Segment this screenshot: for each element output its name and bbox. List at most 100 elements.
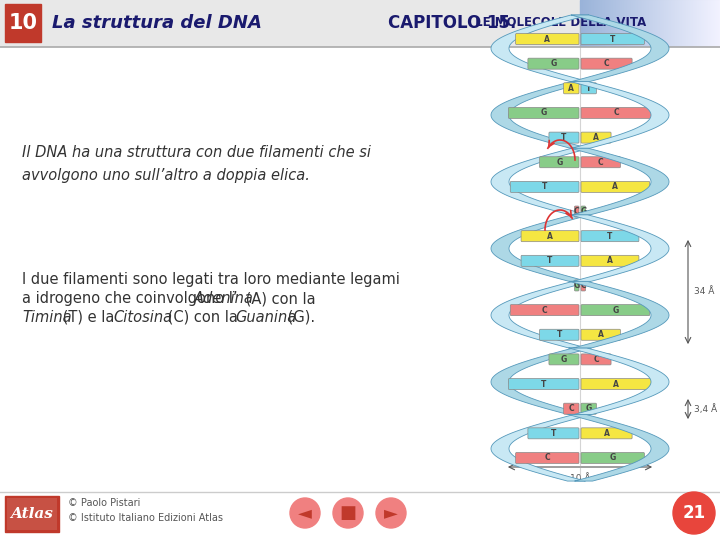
Bar: [637, 0, 638, 46]
Bar: [624, 0, 625, 46]
Text: A: A: [547, 232, 553, 241]
FancyBboxPatch shape: [521, 255, 579, 266]
FancyBboxPatch shape: [581, 305, 649, 315]
Bar: [657, 0, 658, 46]
Bar: [689, 0, 690, 46]
Bar: [621, 0, 622, 46]
Bar: [671, 0, 672, 46]
Bar: [674, 0, 675, 46]
Bar: [608, 0, 609, 46]
Bar: [707, 0, 708, 46]
Bar: [588, 0, 589, 46]
Bar: [691, 0, 692, 46]
Polygon shape: [570, 148, 669, 215]
FancyBboxPatch shape: [528, 428, 579, 439]
Text: LE MOLECOLE DELLA VITA: LE MOLECOLE DELLA VITA: [471, 17, 647, 30]
Text: A: A: [568, 84, 575, 93]
Text: © Paolo Pistari: © Paolo Pistari: [68, 498, 140, 508]
Bar: [586, 0, 587, 46]
Bar: [672, 0, 673, 46]
Bar: [719, 0, 720, 46]
Circle shape: [673, 492, 715, 534]
Bar: [625, 0, 626, 46]
FancyBboxPatch shape: [510, 305, 579, 315]
Polygon shape: [491, 15, 589, 82]
FancyBboxPatch shape: [581, 107, 652, 118]
Text: G: G: [556, 158, 562, 167]
Bar: [701, 0, 702, 46]
Bar: [590, 0, 591, 46]
Bar: [597, 0, 598, 46]
Bar: [662, 0, 663, 46]
Bar: [639, 0, 640, 46]
FancyBboxPatch shape: [581, 280, 585, 291]
Text: Guanina: Guanina: [235, 310, 296, 325]
Text: Il DNA ha una struttura con due filamenti che si
avvolgono uno sull’altro a dopp: Il DNA ha una struttura con due filament…: [22, 145, 371, 183]
Text: Citosina: Citosina: [113, 310, 172, 325]
FancyBboxPatch shape: [521, 231, 579, 242]
Text: T: T: [547, 256, 553, 265]
Bar: [589, 0, 590, 46]
Bar: [587, 0, 588, 46]
Bar: [642, 0, 643, 46]
Bar: [694, 0, 695, 46]
Bar: [683, 0, 684, 46]
Bar: [705, 0, 706, 46]
Bar: [658, 0, 659, 46]
FancyBboxPatch shape: [581, 58, 632, 69]
Bar: [606, 0, 607, 46]
Bar: [615, 0, 616, 46]
Text: 21: 21: [683, 504, 706, 522]
Polygon shape: [491, 348, 592, 415]
Text: A: A: [607, 256, 613, 265]
Text: T: T: [607, 232, 613, 241]
Text: 10: 10: [9, 13, 37, 33]
FancyBboxPatch shape: [549, 354, 579, 365]
Bar: [607, 0, 608, 46]
Bar: [634, 0, 635, 46]
Text: Adenina: Adenina: [194, 291, 254, 306]
FancyBboxPatch shape: [516, 453, 579, 463]
Text: Atlas: Atlas: [11, 507, 53, 521]
FancyBboxPatch shape: [581, 354, 611, 365]
Bar: [591, 0, 592, 46]
FancyBboxPatch shape: [516, 33, 579, 44]
Bar: [593, 0, 594, 46]
Text: C: C: [569, 404, 574, 413]
Text: A: A: [603, 429, 610, 438]
Bar: [685, 0, 686, 46]
Bar: [699, 0, 700, 46]
Text: T: T: [562, 133, 567, 142]
Text: A: A: [613, 380, 619, 389]
Text: G: G: [612, 306, 618, 315]
FancyBboxPatch shape: [575, 280, 579, 291]
Bar: [655, 0, 656, 46]
Bar: [648, 0, 649, 46]
Bar: [0, 47, 720, 492]
Bar: [660, 0, 661, 46]
Bar: [631, 0, 632, 46]
Bar: [653, 0, 654, 46]
Bar: [688, 0, 689, 46]
Bar: [667, 0, 668, 46]
Text: C: C: [542, 306, 547, 315]
Bar: [654, 0, 655, 46]
FancyBboxPatch shape: [581, 231, 639, 242]
Bar: [710, 0, 711, 46]
FancyBboxPatch shape: [581, 428, 632, 439]
Bar: [612, 0, 613, 46]
Bar: [599, 0, 600, 46]
Bar: [684, 0, 685, 46]
Polygon shape: [570, 82, 669, 148]
Polygon shape: [491, 82, 590, 148]
Text: 3,4 Å: 3,4 Å: [694, 404, 717, 414]
Text: T: T: [610, 35, 616, 44]
Text: T: T: [557, 330, 562, 339]
FancyBboxPatch shape: [510, 181, 579, 192]
Bar: [690, 0, 691, 46]
Text: C: C: [613, 109, 619, 118]
Bar: [664, 0, 665, 46]
Bar: [644, 0, 645, 46]
Bar: [638, 0, 639, 46]
Bar: [7, 498, 57, 530]
